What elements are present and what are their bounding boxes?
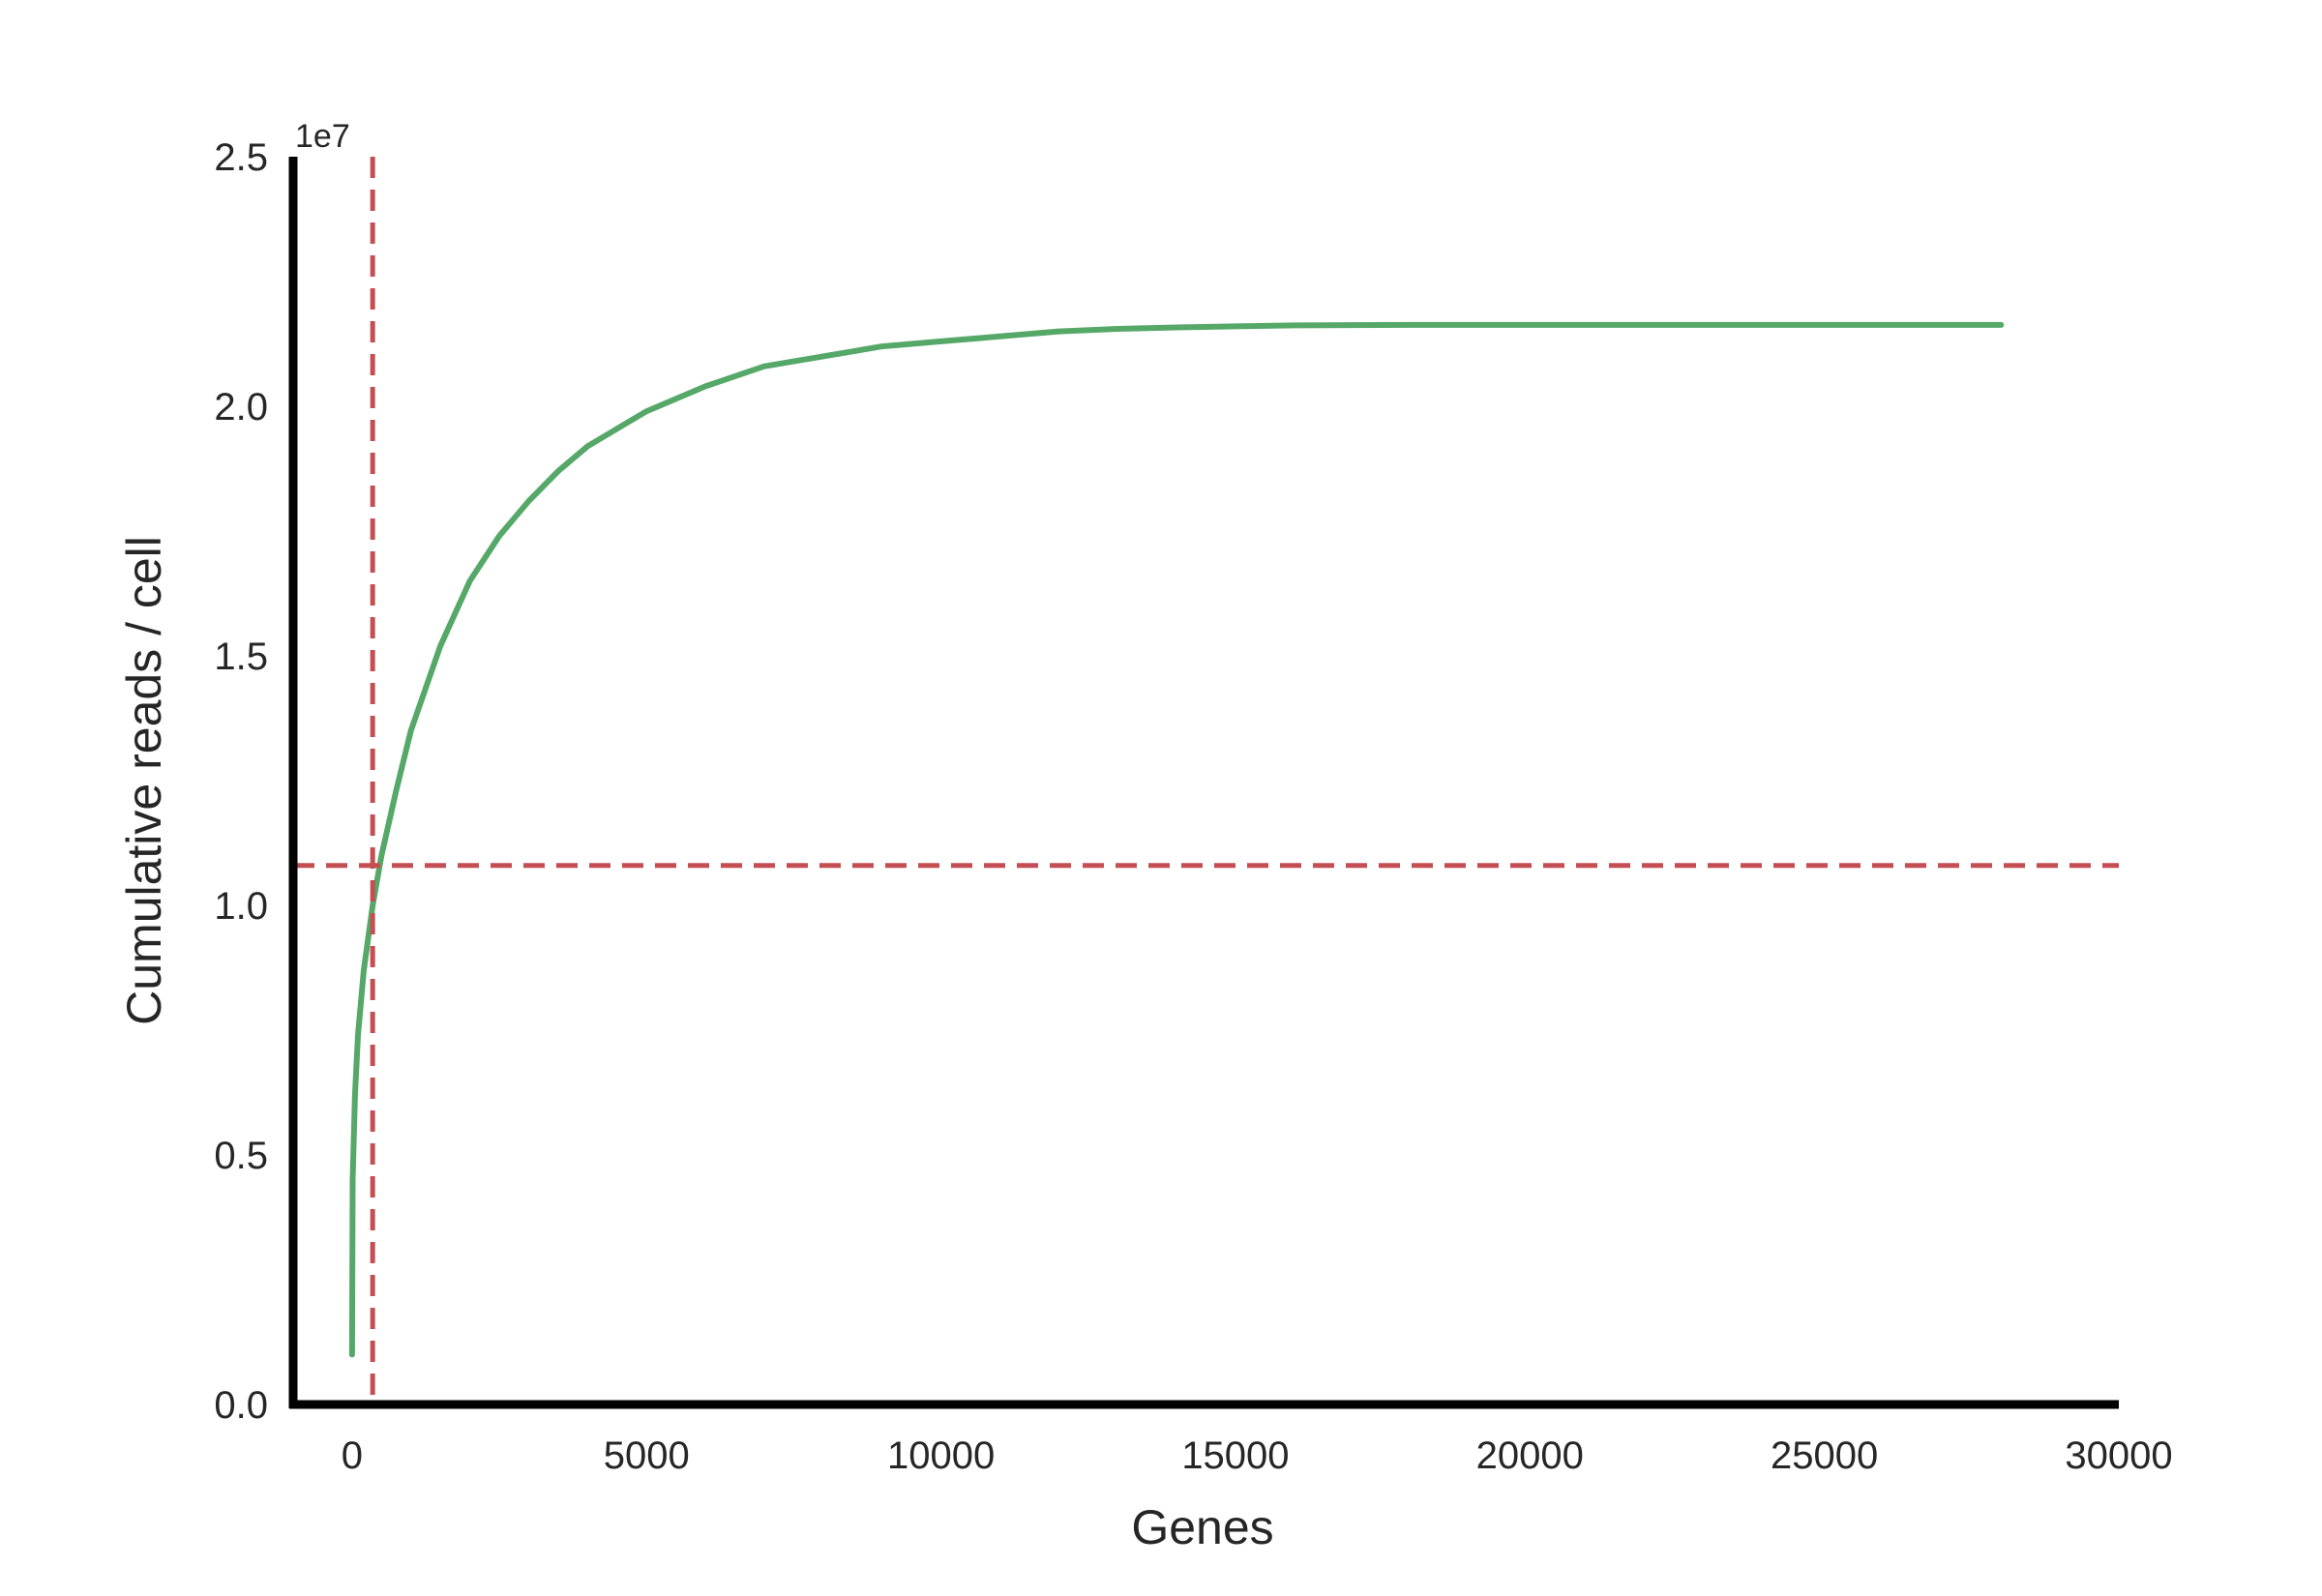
- y-tick-label: 0.5: [214, 1135, 268, 1177]
- x-axis-label: Genes: [1131, 1500, 1273, 1554]
- x-tick-labels: 0 5000 10000 15000 20000 25000 30000: [342, 1434, 2173, 1477]
- x-tick-label: 0: [342, 1434, 363, 1477]
- series-line-0: [348, 321, 2005, 1358]
- axes: [288, 157, 2119, 1409]
- x-tick-label: 10000: [887, 1434, 995, 1477]
- y-tick-label: 2.0: [214, 386, 268, 429]
- y-axis-label: Cumulative reads / cell: [117, 536, 171, 1025]
- plot-area: [348, 321, 2005, 1358]
- y-tick-label: 0.0: [214, 1384, 268, 1427]
- y-offset-label: 1e7: [295, 118, 350, 155]
- x-tick-label: 15000: [1181, 1434, 1289, 1477]
- x-tick-label: 5000: [604, 1434, 690, 1477]
- reference-lines: [293, 157, 2119, 1404]
- x-tick-label: 25000: [1771, 1434, 1878, 1477]
- y-tick-label: 2.5: [214, 136, 268, 179]
- y-tick-label: 1.5: [214, 635, 268, 678]
- x-tick-label: 20000: [1476, 1434, 1584, 1477]
- x-tick-label: 30000: [2065, 1434, 2172, 1477]
- y-tick-labels: 0.0 0.5 1.0 1.5 2.0 2.5: [214, 136, 268, 1427]
- y-tick-label: 1.0: [214, 885, 268, 928]
